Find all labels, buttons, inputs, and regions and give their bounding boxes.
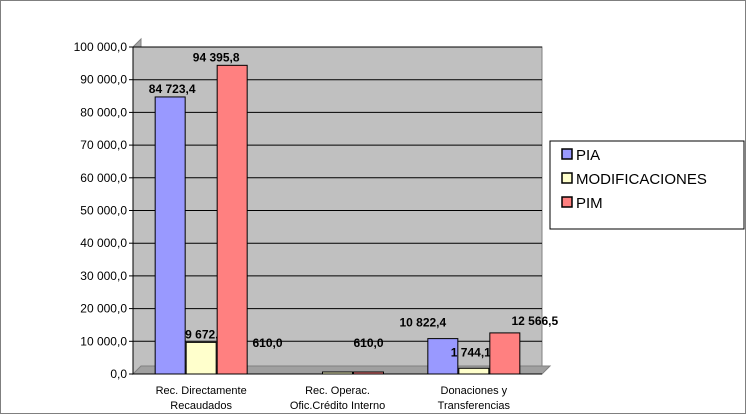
data-label: 610,0 [252,336,282,350]
legend-label-modificaciones: MODIFICACIONES [576,171,707,188]
data-label: 84 723,4 [149,82,196,96]
y-tick-label: 40 000,0 [80,236,127,250]
x-category-label: Ofic.Crédito Interno [290,400,385,412]
y-tick-label: 10 000,0 [80,334,127,348]
data-label: 9 672,4 [185,327,225,341]
x-category-label: Rec. Directamente [156,385,247,397]
data-label: 1 744,1 [451,345,491,359]
legend-swatch-pia [561,148,573,160]
x-category-label: Recaudados [170,400,232,412]
data-label: 610,0 [353,336,383,350]
legend-label-pia: PIA [576,147,600,164]
legend-swatch-pim [561,196,573,208]
bar-modificaciones[interactable] [322,371,353,375]
legend-label-pim: PIM [576,195,603,212]
y-tick-label: 0,0 [110,367,127,381]
data-label: 10 822,4 [399,316,446,330]
bar-pim[interactable] [489,332,521,375]
y-tick-label: 100 000,0 [74,40,128,54]
legend [549,140,745,230]
bar-pim[interactable] [216,64,248,375]
bar-pia[interactable] [154,96,186,375]
bar-modificaciones[interactable] [185,341,217,375]
legend-swatch-modificaciones [561,172,573,184]
x-category-label: Transferencias [438,400,511,412]
x-category-label: Rec. Operac. [305,385,370,397]
y-tick-label: 80 000,0 [80,105,127,119]
y-tick-label: 20 000,0 [80,302,127,316]
bar-pia[interactable] [427,338,459,375]
data-label: 12 566,5 [511,314,558,328]
y-tick-label: 30 000,0 [80,269,127,283]
data-label: 94 395,8 [193,50,240,64]
y-tick-label: 90 000,0 [80,73,127,87]
y-tick-label: 50 000,0 [80,204,127,218]
y-tick-label: 70 000,0 [80,138,127,152]
bar-pim[interactable] [353,371,384,375]
y-tick-label: 60 000,0 [80,171,127,185]
x-category-label: Donaciones y [441,385,508,397]
bar-modificaciones[interactable] [458,367,490,375]
